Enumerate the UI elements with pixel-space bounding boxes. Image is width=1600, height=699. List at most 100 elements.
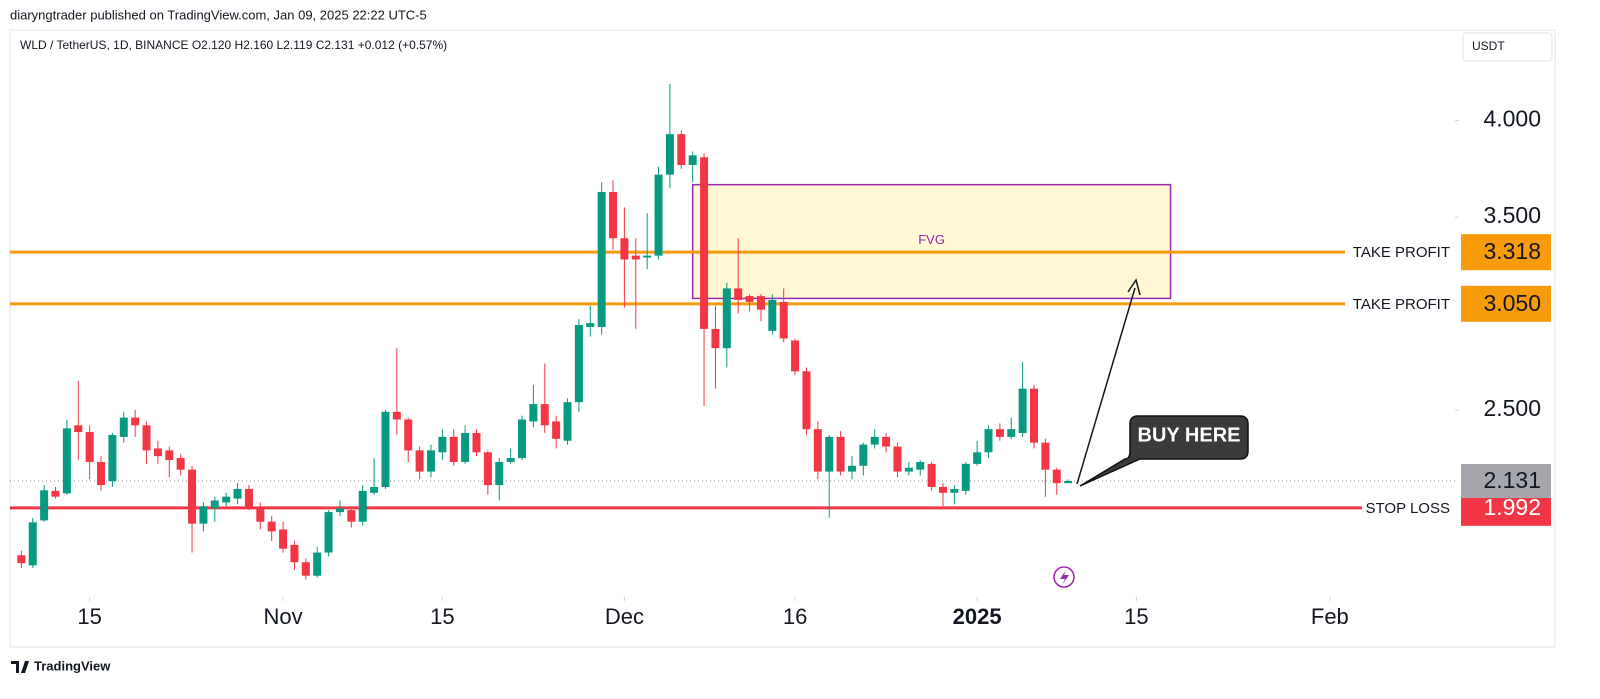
candle-body: [574, 325, 583, 403]
candle-body: [643, 255, 652, 258]
candle-body: [85, 432, 94, 462]
x-tick-label: Nov: [264, 604, 303, 629]
candle-body: [233, 488, 242, 499]
level-tag: [1461, 285, 1551, 322]
arrow-head: [1127, 278, 1141, 296]
candle-body: [1018, 388, 1027, 434]
candle-body: [51, 490, 60, 497]
candle-body: [779, 301, 788, 339]
candle-body: [17, 555, 26, 564]
candle-body: [131, 417, 140, 426]
candle-body: [426, 450, 435, 472]
brand: TradingView: [34, 658, 111, 673]
candle-body: [563, 402, 572, 441]
candle-body: [631, 255, 640, 260]
candle-body: [791, 340, 800, 372]
chart-frame: [9, 29, 1556, 648]
candle-body: [142, 425, 151, 451]
candle-body: [995, 429, 1004, 437]
candle-body: [734, 288, 743, 300]
candle-body: [688, 155, 697, 165]
candle-body: [438, 436, 447, 453]
candle-body: [552, 421, 561, 439]
candle-body: [654, 174, 663, 256]
callout: [1079, 415, 1249, 487]
candle-body: [973, 452, 982, 464]
x-tick-label: 15: [77, 604, 101, 629]
candle-body: [950, 488, 959, 493]
candle-body: [495, 461, 504, 486]
candle-body: [62, 428, 71, 494]
candle-body: [97, 461, 106, 486]
candle-body: [415, 450, 424, 472]
candle-body: [700, 157, 709, 329]
x-tick-label: 15: [1124, 604, 1148, 629]
candle-body: [483, 452, 492, 486]
candle-body: [916, 461, 925, 470]
candle-body: [518, 419, 527, 459]
level-tag-text: 1.992: [1483, 494, 1541, 520]
level-name: STOP LOSS: [1366, 500, 1451, 517]
candle-body: [813, 429, 822, 472]
y-tick-label: 2.500: [1483, 395, 1541, 421]
x-tick-label: Feb: [1311, 604, 1349, 629]
candle-body: [597, 191, 606, 327]
candle-body: [620, 238, 629, 260]
candle-body: [28, 522, 37, 566]
candle-body: [870, 436, 879, 445]
candle-body: [404, 419, 413, 451]
candle-body: [540, 404, 549, 426]
candle-body: [335, 508, 344, 513]
candle-body: [108, 434, 117, 482]
candle-body: [609, 191, 618, 239]
candle-body: [301, 562, 310, 576]
candle-body: [165, 450, 174, 461]
candle-body: [199, 506, 208, 524]
candle-body: [347, 510, 356, 522]
candle-body: [677, 134, 686, 165]
candle-body: [370, 487, 379, 493]
brand-logo: [11, 661, 29, 673]
y-tick-label: 4.000: [1483, 106, 1541, 132]
candle-body: [244, 488, 253, 509]
event-icon-bolt: [1060, 570, 1069, 585]
candle-body: [324, 512, 333, 553]
candle-body: [506, 458, 515, 462]
candle-body: [1041, 442, 1050, 470]
candle-body: [711, 328, 720, 349]
candle-body: [756, 296, 765, 310]
candle-body: [290, 544, 299, 563]
candle-body: [188, 469, 197, 524]
candle-body: [859, 444, 868, 466]
callout-text: BUY HERE: [1138, 424, 1241, 446]
candle-body: [210, 500, 219, 509]
candle-body: [768, 299, 777, 331]
candle-body: [392, 411, 401, 420]
currency: USDT: [1472, 39, 1505, 53]
candle-body: [1052, 469, 1061, 484]
level-tag: [1461, 234, 1551, 271]
x-tick-label: 15: [430, 604, 454, 629]
legend: WLD / TetherUS, 1D, BINANCE O2.120 H2.16…: [20, 38, 447, 52]
candle-body: [74, 425, 83, 433]
x-tick-label: 16: [783, 604, 807, 629]
candle-body: [176, 458, 185, 470]
currency-button[interactable]: [1462, 32, 1553, 62]
x-tick-label: Dec: [605, 604, 644, 629]
candle-body: [904, 467, 913, 472]
candle-body: [381, 411, 390, 488]
candle-body: [938, 487, 947, 493]
candle-body: [961, 463, 970, 491]
candle-body: [586, 323, 595, 327]
level-tag-text: 3.050: [1483, 290, 1541, 316]
level-tag-text: 3.318: [1483, 238, 1541, 264]
candle-body: [529, 404, 538, 422]
candle-body: [836, 436, 845, 472]
candle-body: [745, 296, 754, 302]
candle-body: [461, 433, 470, 462]
plot-layer: FVG: [10, 83, 1455, 580]
candle-body: [802, 371, 811, 430]
candle-body: [313, 552, 322, 576]
